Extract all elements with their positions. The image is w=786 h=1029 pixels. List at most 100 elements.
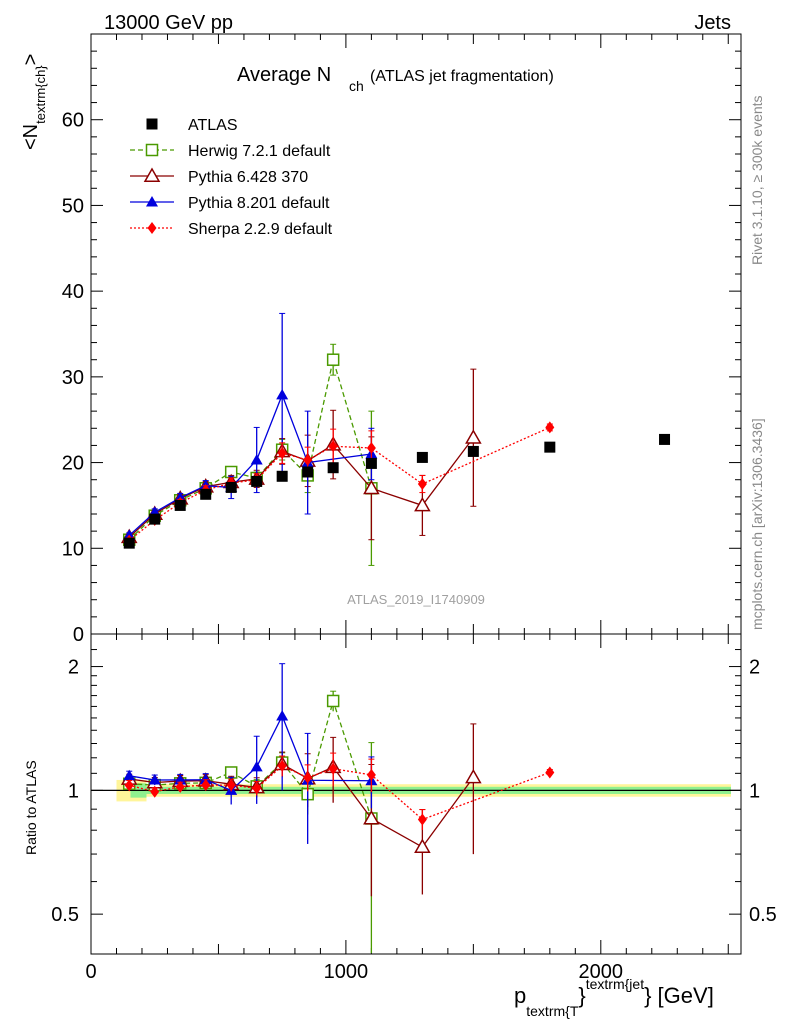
ratio-marks bbox=[120, 663, 555, 954]
herwig-7-2-1-default-ratio-line bbox=[129, 698, 373, 819]
sherpa-2-2-9-default-ratio-point bbox=[545, 766, 555, 779]
pythia-6-428-370-point bbox=[363, 479, 380, 495]
atlas-point bbox=[467, 445, 479, 457]
rivet-label: Rivet 3.1.10, ≥ 300k events bbox=[749, 95, 765, 265]
sherpa-2-2-9-default-point bbox=[417, 478, 427, 490]
atlas-series bbox=[123, 433, 671, 549]
y-axis-label: <Ntextrm{ch}> bbox=[20, 54, 48, 150]
legend-marker-herwig-7-2-1-default bbox=[145, 143, 159, 157]
ratio-y-axis-label: Ratio to ATLAS bbox=[23, 760, 39, 855]
sherpa-2-2-9-default-ratio-point bbox=[150, 785, 160, 798]
pythia-8-201-default-series bbox=[123, 312, 378, 540]
y-axis-label-tail: > bbox=[20, 54, 42, 66]
legend-label-sherpa-2-2-9-default: Sherpa 2.2.9 default bbox=[188, 221, 333, 238]
x-axis-label-closebrace: } bbox=[578, 983, 585, 1008]
x-axis-label: ptextrm{T}textrm{jet} [GeV] bbox=[514, 976, 714, 1019]
plot-title-main: Average N bbox=[237, 64, 331, 86]
legend-marker-pythia-8-201-default bbox=[146, 196, 158, 207]
x-tick-label: 2000 bbox=[579, 961, 624, 983]
ratio-panel-frame bbox=[90, 633, 742, 955]
pythia-8-201-default-ratio-point bbox=[148, 773, 161, 785]
sherpa-2-2-9-default-line bbox=[128, 426, 551, 542]
x-axis-label-main: p bbox=[514, 983, 526, 1008]
x-axis-label-sup: textrm{jet bbox=[586, 976, 644, 992]
atlas-point bbox=[174, 499, 186, 511]
sherpa-2-2-9-default-ratio-line bbox=[129, 765, 551, 821]
y-axis-label-main: <N bbox=[20, 124, 42, 150]
atlas-point bbox=[327, 462, 339, 474]
pythia-8-201-default-ratio-series bbox=[123, 663, 378, 844]
atlas-point bbox=[225, 481, 237, 493]
header-right-label: Jets bbox=[694, 12, 731, 34]
sherpa-2-2-9-default-ratio-point bbox=[303, 771, 313, 784]
sherpa-2-2-9-default-ratio-point bbox=[277, 759, 287, 772]
axes: 0 10 20 30 40 50 60 0 1000 2000 0.5 0.5 1 1 2 2 bbox=[51, 33, 777, 983]
svg-text:<Ntextrm{ch}>: <Ntextrm{ch}> bbox=[20, 54, 48, 150]
herwig-7-2-1-default-line bbox=[128, 357, 373, 541]
sherpa-2-2-9-default-ratio-series bbox=[124, 752, 555, 830]
legend-label-pythia-8-201-default: Pythia 8.201 default bbox=[188, 195, 330, 212]
sherpa-2-2-9-default-ratio-point bbox=[201, 778, 211, 791]
x-axis-label-tail: } [GeV] bbox=[644, 983, 714, 1008]
atlas-point bbox=[200, 488, 212, 500]
legend-marker-atlas bbox=[146, 118, 158, 130]
ratio-y-tick-label-left: 2 bbox=[68, 657, 79, 679]
x-tick-label: 0 bbox=[85, 961, 96, 983]
sherpa-2-2-9-default-ratio-point bbox=[366, 768, 376, 781]
y-tick-label: 10 bbox=[62, 538, 84, 560]
legend-marker-pythia-6-428-370 bbox=[143, 167, 161, 182]
sherpa-2-2-9-default-ratio-point bbox=[175, 780, 185, 793]
pythia-6-428-370-ratio-series bbox=[120, 723, 482, 897]
pythia-6-428-370-ratio-point bbox=[363, 809, 380, 825]
sherpa-2-2-9-default-ratio-point bbox=[417, 813, 427, 826]
atlas-point bbox=[149, 513, 161, 525]
atlas-point bbox=[416, 451, 428, 463]
legend-label-atlas: ATLAS bbox=[188, 117, 238, 134]
sherpa-2-2-9-default-ratio-point bbox=[252, 782, 262, 795]
atlas-point bbox=[544, 441, 556, 453]
sherpa-2-2-9-default-point bbox=[303, 454, 313, 466]
ratio-y-tick-label-left: 1 bbox=[68, 780, 79, 802]
atlas-point bbox=[251, 475, 263, 487]
herwig-7-2-1-default-point bbox=[326, 353, 340, 366]
legend: ATLAS Herwig 7.2.1 default Pythia 6.428 37… bbox=[130, 117, 333, 238]
sherpa-2-2-9-default-point bbox=[545, 421, 555, 434]
main-marks bbox=[120, 312, 671, 566]
y-axis-label-sub: textrm{ch} bbox=[33, 65, 48, 124]
ratio-y-tick-label-right: 2 bbox=[749, 657, 760, 679]
herwig-7-2-1-default-ratio-series bbox=[122, 690, 378, 954]
mcplots-label: mcplots.cern.ch [arXiv:1306.3436] bbox=[749, 418, 765, 630]
atlas-point bbox=[302, 466, 314, 478]
plot-title-sub: ch bbox=[349, 78, 364, 94]
sherpa-2-2-9-default-ratio-point bbox=[328, 762, 338, 775]
y-tick-label: 0 bbox=[73, 624, 84, 646]
pythia-8-201-default-ratio-point bbox=[250, 760, 263, 772]
y-tick-label: 40 bbox=[62, 281, 84, 303]
pythia-8-201-default-ratio-point bbox=[123, 769, 136, 781]
y-tick-label: 30 bbox=[62, 367, 84, 389]
sherpa-2-2-9-default-ratio-point bbox=[226, 779, 236, 792]
plot-title-note: (ATLAS jet fragmentation) bbox=[370, 68, 554, 85]
x-axis-label-sub: textrm{T bbox=[526, 1003, 579, 1019]
ratio-y-tick-label-right: 0.5 bbox=[749, 904, 777, 926]
pythia-6-428-370-point bbox=[465, 429, 482, 444]
ratio-y-tick-label-right: 1 bbox=[749, 780, 760, 802]
watermark-label: ATLAS_2019_I1740909 bbox=[347, 592, 485, 607]
x-tick-label: 1000 bbox=[324, 961, 369, 983]
pythia-6-428-370-ratio-point bbox=[465, 768, 482, 784]
y-tick-label: 60 bbox=[62, 110, 84, 132]
plot-title: Average N ch (ATLAS jet fragmentation) bbox=[237, 64, 554, 94]
y-tick-label: 20 bbox=[62, 453, 84, 475]
atlas-point bbox=[365, 457, 377, 469]
legend-label-herwig-7-2-1-default: Herwig 7.2.1 default bbox=[188, 143, 331, 160]
ratio-y-tick-label-left: 0.5 bbox=[51, 904, 79, 926]
pythia-8-201-default-point bbox=[276, 388, 289, 400]
y-tick-label: 50 bbox=[62, 195, 84, 217]
pythia-6-428-370-ratio-point bbox=[414, 838, 431, 854]
sherpa-2-2-9-default-series bbox=[124, 421, 555, 547]
pythia-6-428-370-point bbox=[414, 496, 431, 512]
legend-marker-sherpa-2-2-9-default bbox=[147, 222, 157, 234]
herwig-7-2-1-default-series bbox=[122, 343, 378, 566]
